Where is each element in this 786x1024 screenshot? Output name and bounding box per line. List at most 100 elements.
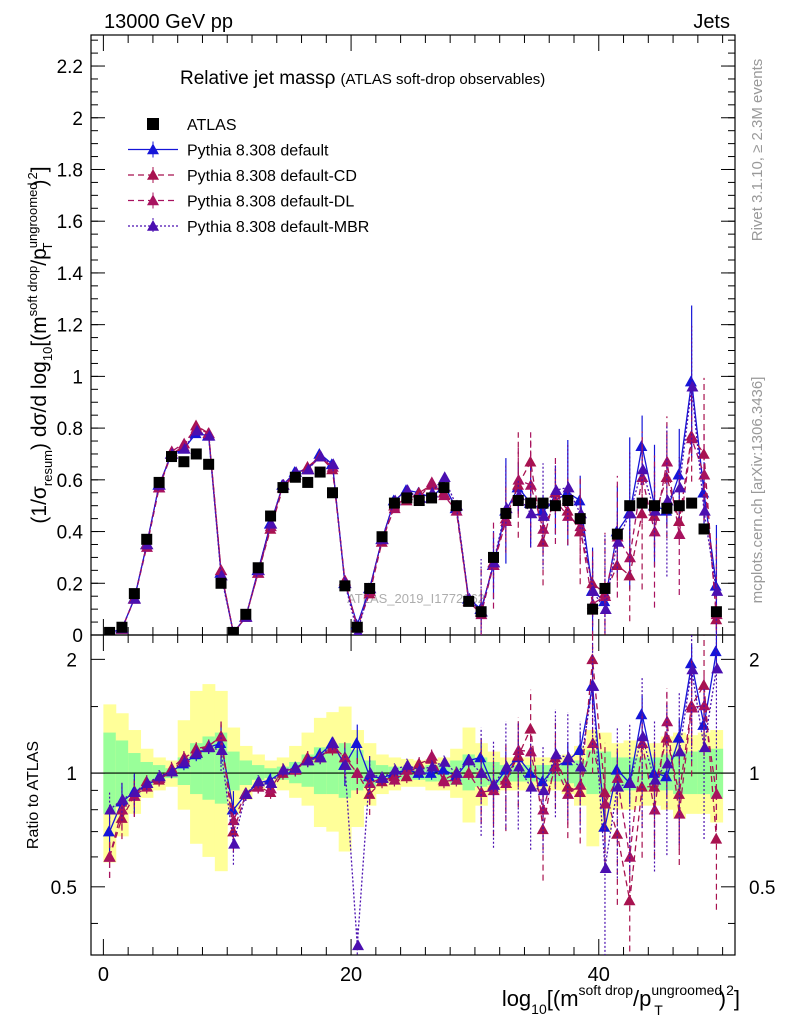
atlas-data-point [710, 606, 722, 618]
main-y-tick-label: 1.2 [57, 316, 83, 337]
ratio-point-marker [412, 757, 425, 769]
data-point-marker [624, 507, 637, 519]
atlas-data-point [289, 471, 301, 483]
atlas-data-point [339, 580, 351, 592]
ratio-point-marker [240, 788, 253, 799]
ratio-point-marker [178, 755, 191, 767]
ratio-point-marker [649, 773, 662, 785]
ratio-y-axis-label: Ratio to ATLAS [25, 741, 42, 849]
ratio-point-marker [661, 715, 674, 727]
ratio-point-marker [523, 767, 536, 778]
atlas-data-point [128, 588, 140, 600]
band-inner-bin [326, 745, 340, 795]
band-inner-bin [697, 750, 711, 795]
analysis-watermark: ATLAS_2019_I1772062 [347, 591, 485, 606]
data-point-marker [698, 504, 711, 516]
atlas-data-point [178, 456, 190, 468]
main-title-text: Relative jet massρ [180, 68, 336, 89]
atlas-data-point [116, 621, 128, 633]
atlas-data-point [215, 577, 227, 589]
data-point-marker [327, 458, 340, 470]
ratio-point-marker [277, 763, 290, 775]
data-point-marker [438, 489, 451, 501]
main-y-tick-label: 2 [72, 109, 83, 130]
legend-marker [147, 143, 159, 155]
atlas-data-point [413, 495, 425, 507]
ratio-point-marker [252, 775, 265, 787]
data-point-marker [574, 520, 587, 532]
legend-marker [147, 169, 159, 180]
header-right: Jets [693, 11, 730, 33]
ratio-point-marker [228, 837, 241, 849]
ratio-point-marker [709, 645, 722, 657]
main-y-tick-label: 0.8 [57, 419, 83, 440]
data-point-marker [562, 481, 575, 493]
ratio-point-marker [562, 788, 575, 799]
data-point-marker [215, 564, 228, 576]
ratio-point-marker [635, 708, 648, 720]
x-axis-label: log10[(msoft drop/pungroomed T)2] [502, 982, 740, 1018]
legend-item: Pythia 8.308 default-CD [128, 167, 357, 185]
atlas-data-point [698, 523, 710, 535]
atlas-data-point [401, 492, 413, 504]
ratio-point-marker [574, 760, 587, 772]
data-point-marker [203, 429, 216, 441]
ratio-point-marker [203, 741, 216, 753]
ratio-point-marker [425, 749, 438, 761]
ratio-point-marker [636, 730, 649, 742]
main-y-axis-label: (1/σresum) dσ/d log10[(msoft drop/pungro… [25, 166, 55, 523]
atlas-data-point [240, 608, 252, 620]
ratio-point-marker [129, 786, 142, 798]
data-point-marker [573, 494, 586, 506]
ratio-point-marker [388, 773, 401, 785]
ratio-point-marker [215, 730, 228, 742]
legend-label: Pythia 8.308 default-CD [187, 168, 357, 185]
data-point-marker [612, 535, 625, 547]
ratio-point-marker [451, 767, 464, 778]
ratio-point-marker [488, 778, 501, 790]
atlas-data-point [203, 458, 215, 470]
main-y-tick-label: 0.4 [57, 523, 84, 544]
ratio-point-marker [351, 767, 364, 778]
atlas-data-point [302, 476, 314, 488]
ratio-point-marker [524, 745, 537, 757]
ratio-series-4 [104, 635, 724, 955]
ratio-point-marker [437, 763, 450, 775]
ratio-point-marker [684, 657, 697, 669]
data-point-marker [661, 455, 674, 467]
ratio-point-marker [598, 786, 611, 798]
data-point-marker [599, 603, 612, 614]
atlas-data-point [190, 448, 202, 460]
ratio-point-marker [352, 939, 365, 951]
legend-label: ATLAS [187, 117, 237, 134]
ratio-point-marker [141, 777, 154, 789]
ratio-point-marker [463, 754, 476, 766]
ratio-y-tick-label-right: 2 [749, 650, 760, 671]
ratio-y-tick-label-right: 1 [749, 764, 760, 785]
atlas-data-point [364, 582, 376, 594]
ratio-y-tick-label-right: 0.5 [749, 878, 775, 899]
atlas-data-point [673, 500, 685, 512]
ratio-point-marker [587, 680, 600, 691]
ratio-point-marker [698, 699, 711, 711]
data-point-marker [425, 476, 438, 488]
ratio-point-marker [500, 760, 513, 772]
ratio-point-marker [513, 760, 526, 772]
ratio-point-marker [290, 762, 303, 774]
ratio-plot-frame [90, 634, 736, 956]
x-tick-label: 0 [98, 964, 109, 986]
legend-marker-atlas [147, 118, 159, 130]
ratio-point-marker [389, 763, 402, 775]
ratio-point-marker [302, 754, 315, 766]
x-tick-label: 20 [340, 964, 362, 986]
atlas-data-point [611, 528, 623, 540]
ratio-point-marker [647, 767, 660, 778]
legend-label: Pythia 8.308 default-MBR [187, 219, 369, 236]
atlas-data-point [537, 497, 549, 509]
ratio-point-marker [610, 763, 623, 775]
data-point-marker [512, 473, 525, 485]
atlas-data-point [227, 626, 239, 635]
ratio-point-marker [153, 770, 166, 782]
atlas-data-point [562, 495, 574, 507]
ratio-point-marker [512, 744, 525, 755]
